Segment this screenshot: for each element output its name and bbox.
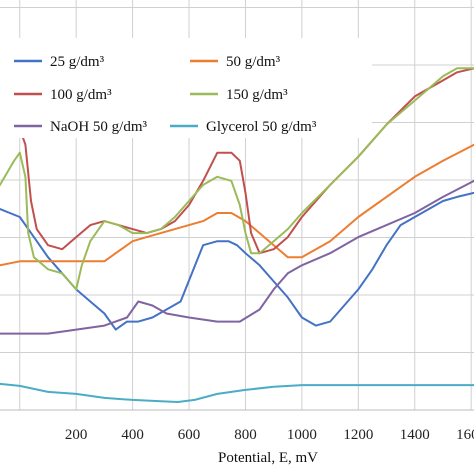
legend-label-5: Glycerol 50 g/dm³ xyxy=(206,119,317,135)
series-line-0 xyxy=(0,191,474,331)
x-tick-labels: 200 400 600 800 1000 1200 1400 1600 xyxy=(65,427,474,443)
legend-label-0: 25 g/dm³ xyxy=(50,54,105,70)
legend-label-1: 50 g/dm³ xyxy=(226,54,281,70)
legend-label-4: NaOH 50 g/dm³ xyxy=(50,119,147,135)
series-line-4 xyxy=(0,179,474,335)
x-tick-label: 1000 xyxy=(287,427,317,443)
legend-label-3: 150 g/dm³ xyxy=(226,87,288,103)
x-tick-label: 1600 xyxy=(456,427,474,443)
x-tick-label: 400 xyxy=(121,427,144,443)
series-line-1 xyxy=(0,143,474,267)
x-tick-label: 1400 xyxy=(400,427,430,443)
series-lines xyxy=(0,67,474,403)
x-tick-label: 600 xyxy=(178,427,201,443)
x-tick-label: 800 xyxy=(234,427,257,443)
series-line-3 xyxy=(0,67,474,291)
x-tick-label: 200 xyxy=(65,427,88,443)
legend-label-2: 100 g/dm³ xyxy=(50,87,112,103)
x-axis-title: Potential, E, mV xyxy=(218,450,318,466)
legend: 25 g/dm³ 50 g/dm³ 100 g/dm³ 150 g/dm³ Na… xyxy=(0,38,372,138)
x-tick-label: 1200 xyxy=(343,427,373,443)
legend-background xyxy=(0,38,372,138)
series-line-5 xyxy=(0,382,474,403)
